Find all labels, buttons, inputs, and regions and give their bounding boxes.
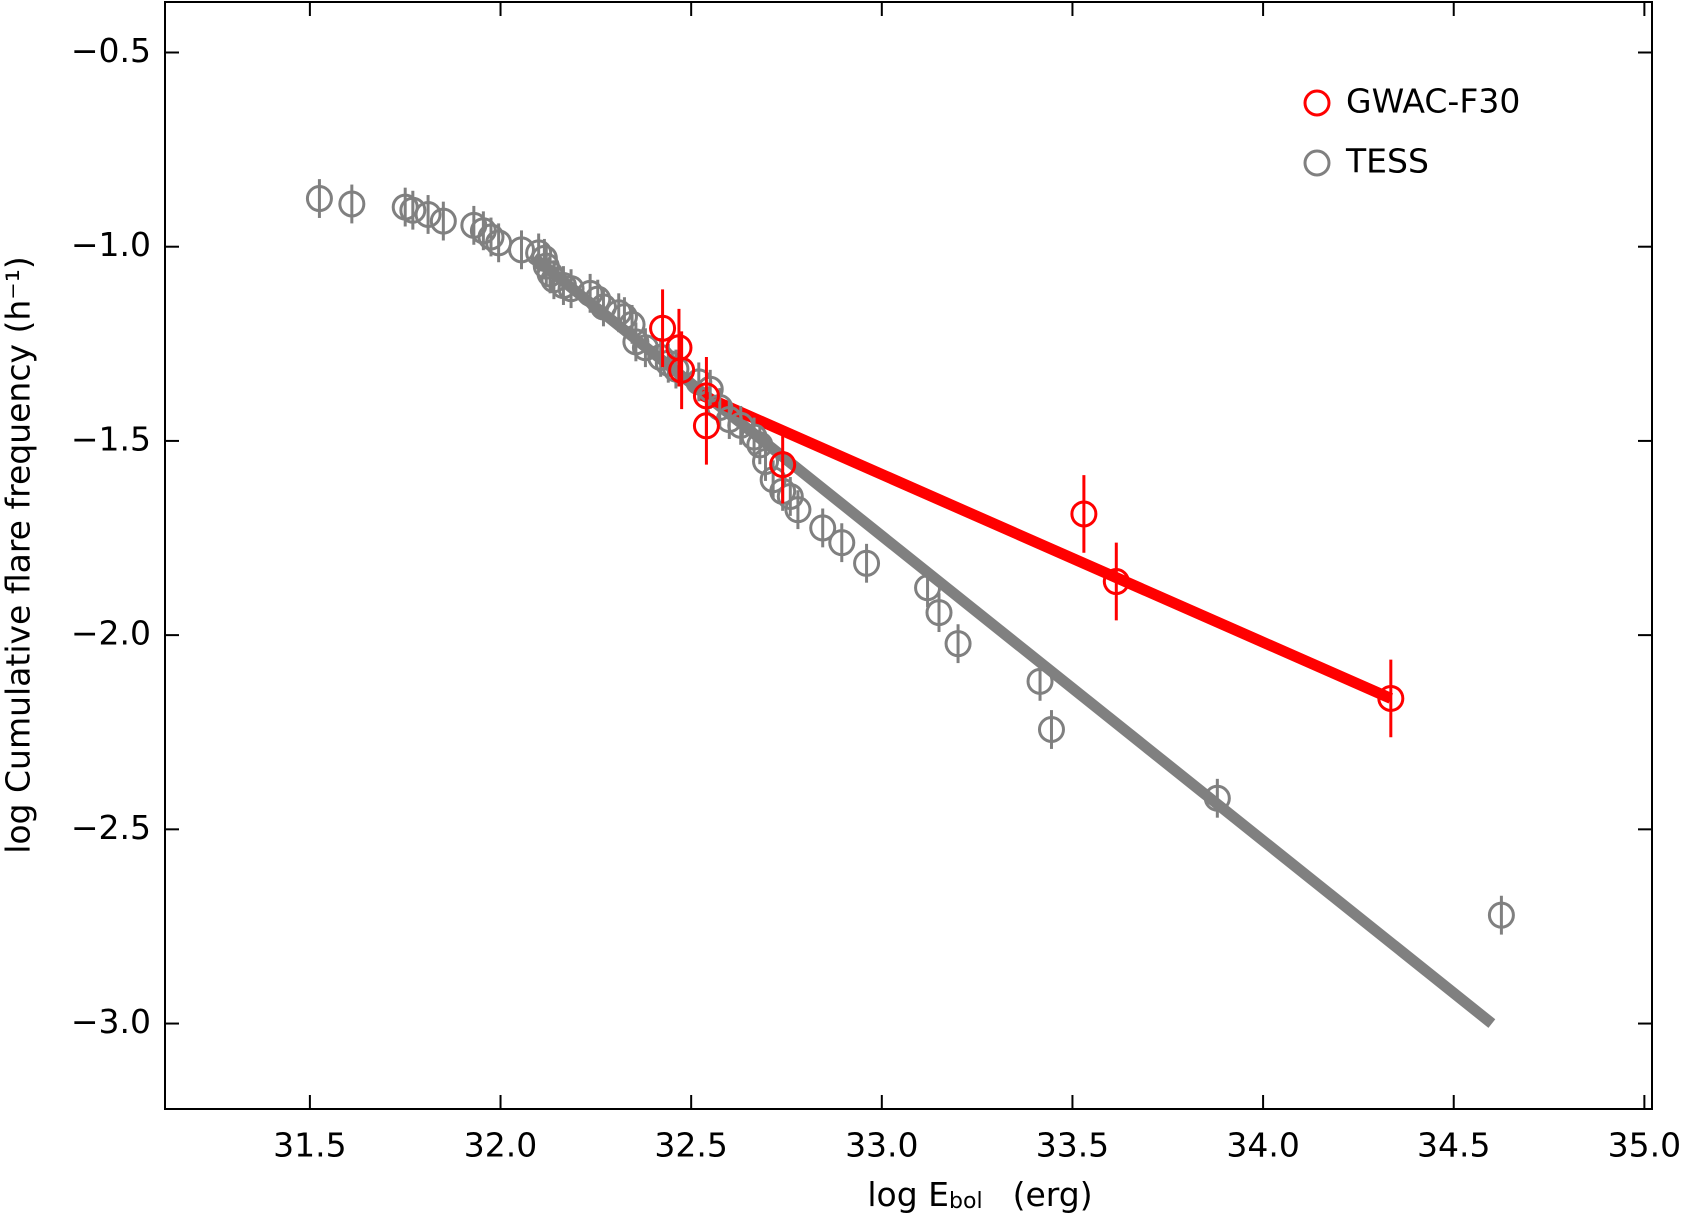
data-point (740, 423, 768, 451)
x-label-sub: bol (949, 1189, 983, 1214)
data-point (1203, 784, 1231, 812)
x-tick-label: 32.5 (654, 1126, 727, 1165)
x-label-unit: (erg) (1013, 1175, 1093, 1214)
legend-label: GWAC-F30 (1346, 82, 1520, 121)
x-tick-label: 33.0 (845, 1126, 918, 1165)
y-tick-label: −2.5 (71, 808, 151, 847)
data-point (944, 630, 972, 658)
x-tick-label: 32.0 (464, 1126, 537, 1165)
x-tick-label: 33.5 (1036, 1126, 1109, 1165)
data-point (1070, 500, 1098, 528)
legend-marker (1303, 149, 1331, 177)
plot-frame (164, 1, 1653, 1110)
y-tick-label: −1.5 (71, 419, 151, 458)
y-axis-label: log Cumulative flare frequency (h⁻¹) (0, 256, 38, 854)
y-tick-label: −0.5 (71, 31, 151, 70)
data-point (925, 599, 953, 627)
data-point (1487, 901, 1515, 929)
fit-line (698, 389, 1394, 704)
x-tick-label: 31.5 (273, 1126, 346, 1165)
fit-line (530, 253, 1496, 1028)
data-point (776, 482, 804, 510)
data-point (557, 275, 585, 303)
data-point (338, 190, 366, 218)
data-point (809, 514, 837, 542)
data-point (507, 236, 535, 264)
data-point (429, 207, 457, 235)
x-tick-label: 35.0 (1608, 1126, 1681, 1165)
y-tick-label: −1.0 (71, 225, 151, 264)
data-point (752, 448, 780, 476)
data-point (853, 549, 881, 577)
data-point (828, 529, 856, 557)
x-label-main: log E (867, 1175, 949, 1214)
data-point (746, 431, 774, 459)
data-point (1377, 684, 1405, 712)
data-point (1026, 667, 1054, 695)
data-point (618, 310, 646, 338)
data-point (769, 451, 797, 479)
x-tick-label: 34.5 (1417, 1126, 1490, 1165)
data-point (305, 185, 333, 213)
y-tick-label: −3.0 (71, 1002, 151, 1041)
legend-label: TESS (1345, 142, 1429, 181)
data-point (914, 574, 942, 602)
x-axis-label: log Ebol (erg) (867, 1175, 1092, 1215)
data-point (477, 223, 505, 251)
data-point (525, 239, 553, 267)
data-point (584, 285, 612, 313)
data-point (649, 314, 677, 342)
data-point (414, 200, 442, 228)
data-point (1102, 568, 1130, 596)
legend-marker (1303, 89, 1331, 117)
data-point (668, 356, 696, 384)
data-point (1037, 716, 1065, 744)
data-point (784, 496, 812, 524)
data-point (399, 196, 427, 224)
y-tick-label: −2.0 (71, 614, 151, 653)
x-tick-label: 34.0 (1226, 1126, 1299, 1165)
data-point (610, 303, 638, 331)
data-point (631, 334, 659, 362)
data-point (692, 412, 720, 440)
